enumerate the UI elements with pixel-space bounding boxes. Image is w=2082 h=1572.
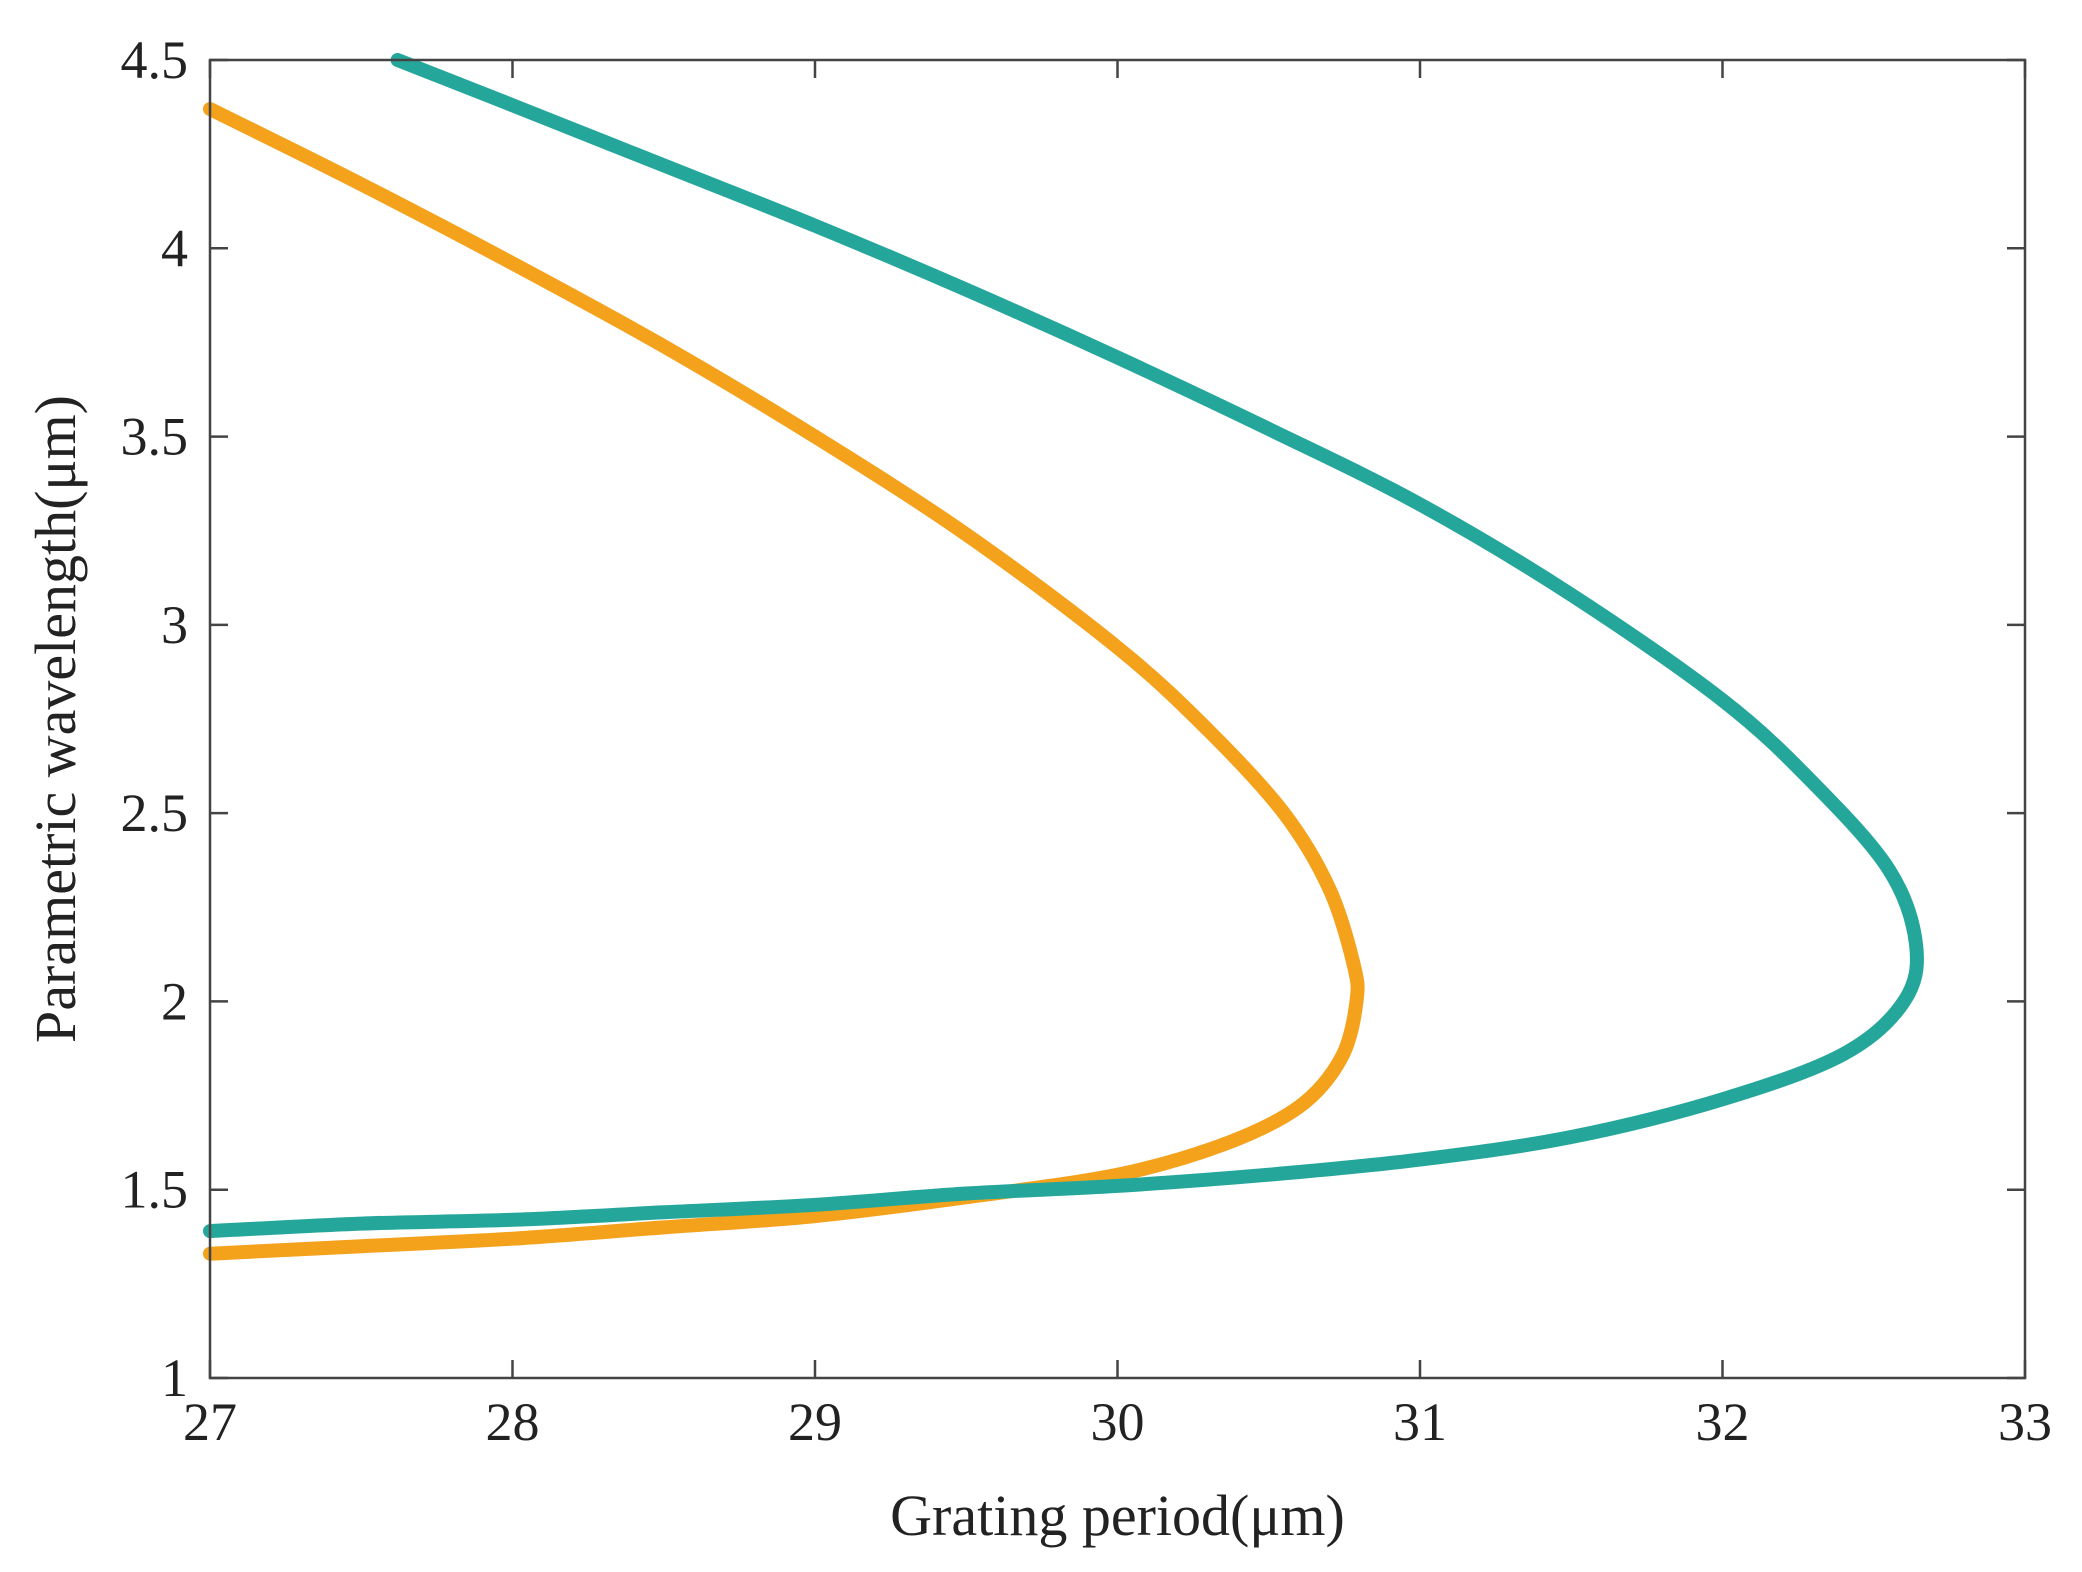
x-tick-label: 27	[183, 1392, 237, 1452]
y-tick-label: 1	[161, 1348, 188, 1408]
y-tick-label: 3	[161, 595, 188, 655]
x-tick-label: 29	[788, 1392, 842, 1452]
y-tick-label: 4.5	[121, 30, 189, 90]
series-line-1	[203, 102, 1365, 1261]
x-axis-title: Grating period(μm)	[890, 1483, 1345, 1548]
y-tick-label: 3.5	[121, 407, 189, 467]
y-axis-title: Parametric wavelength(μm)	[23, 395, 88, 1043]
x-tick-label: 33	[1998, 1392, 2052, 1452]
x-tick-label: 32	[1696, 1392, 1750, 1452]
x-tick-label: 28	[486, 1392, 540, 1452]
x-tick-label: 31	[1393, 1392, 1447, 1452]
tick-layer: 27 28 29 30 31 32 33 1 1.5 2 2.5 3 3.5 4 4.5	[121, 30, 2053, 1452]
series-line-2	[203, 53, 1924, 1239]
series-layer	[203, 53, 1924, 1261]
x-tick-label: 30	[1091, 1392, 1145, 1452]
y-tick-label: 1.5	[121, 1160, 189, 1220]
y-tick-label: 2	[161, 971, 188, 1031]
y-tick-label: 2.5	[121, 783, 189, 843]
y-tick-label: 4	[161, 218, 188, 278]
